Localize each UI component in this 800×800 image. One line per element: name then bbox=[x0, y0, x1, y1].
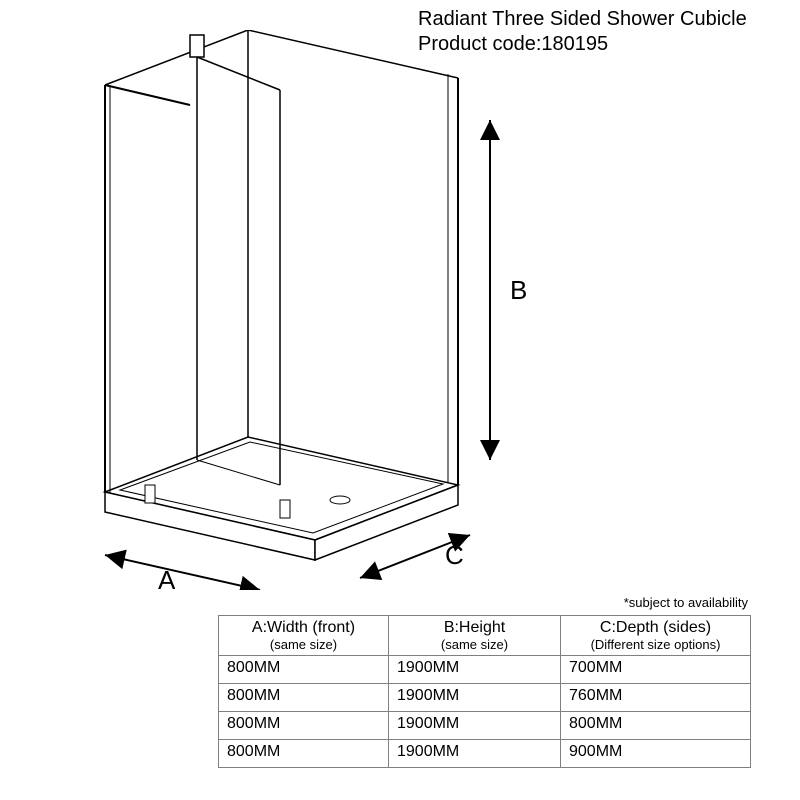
cell: 700MM bbox=[561, 656, 751, 684]
table-row: 800MM 1900MM 800MM bbox=[219, 712, 751, 740]
cell: 800MM bbox=[219, 684, 389, 712]
product-title: Radiant Three Sided Shower Cubicle bbox=[418, 8, 747, 31]
dim-label-c: C bbox=[445, 540, 464, 571]
diagram-svg bbox=[50, 30, 570, 590]
cell: 800MM bbox=[219, 712, 389, 740]
cell: 800MM bbox=[561, 712, 751, 740]
shower-cubicle-diagram: A B C bbox=[50, 30, 570, 590]
col-c-sub: (Different size options) bbox=[569, 637, 742, 652]
dim-label-b: B bbox=[510, 275, 527, 306]
cell: 800MM bbox=[219, 656, 389, 684]
col-b-title: B:Height bbox=[444, 619, 505, 636]
cell: 1900MM bbox=[389, 684, 561, 712]
table-row: 800MM 1900MM 700MM bbox=[219, 656, 751, 684]
cell: 900MM bbox=[561, 740, 751, 768]
dimensions-table: A:Width (front) (same size) B:Height (sa… bbox=[218, 615, 751, 768]
col-a-sub: (same size) bbox=[227, 637, 380, 652]
cell: 1900MM bbox=[389, 740, 561, 768]
col-b-sub: (same size) bbox=[397, 637, 552, 652]
table-row: 800MM 1900MM 900MM bbox=[219, 740, 751, 768]
col-a-title: A:Width (front) bbox=[252, 619, 355, 636]
cell: 1900MM bbox=[389, 656, 561, 684]
cell: 1900MM bbox=[389, 712, 561, 740]
cell: 760MM bbox=[561, 684, 751, 712]
col-header-c: C:Depth (sides) (Different size options) bbox=[561, 616, 751, 656]
dim-label-a: A bbox=[158, 565, 175, 596]
col-c-title: C:Depth (sides) bbox=[600, 619, 711, 636]
cell: 800MM bbox=[219, 740, 389, 768]
table-header-row: A:Width (front) (same size) B:Height (sa… bbox=[219, 616, 751, 656]
col-header-b: B:Height (same size) bbox=[389, 616, 561, 656]
availability-footnote: *subject to availability bbox=[624, 595, 748, 610]
table-row: 800MM 1900MM 760MM bbox=[219, 684, 751, 712]
col-header-a: A:Width (front) (same size) bbox=[219, 616, 389, 656]
